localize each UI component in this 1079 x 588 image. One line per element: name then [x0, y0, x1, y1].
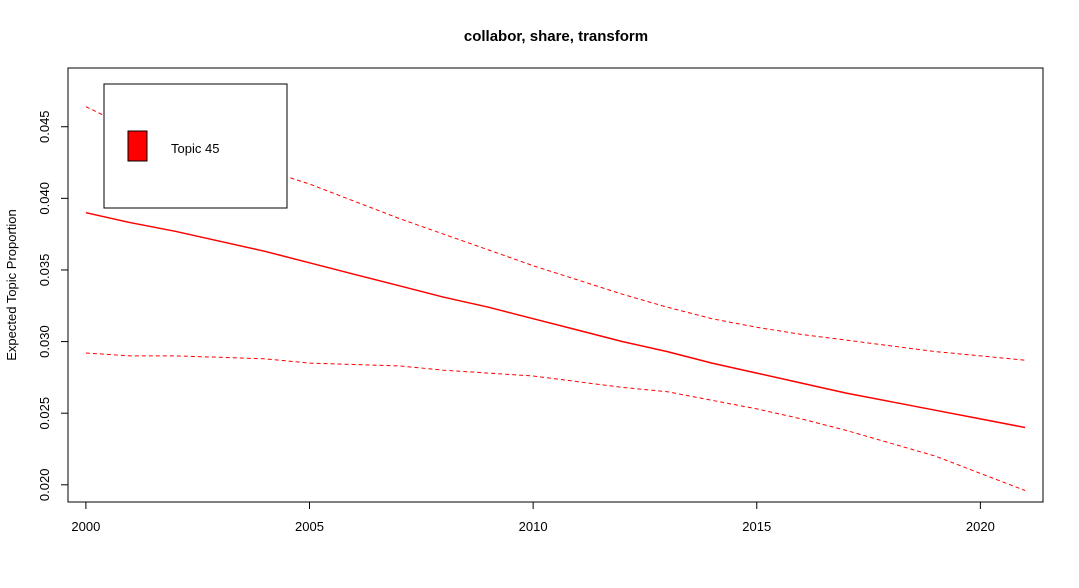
y-tick-label: 0.045 — [37, 110, 52, 143]
y-tick-label: 0.035 — [37, 254, 52, 287]
x-tick-label: 2000 — [71, 519, 100, 534]
series-line-estimate — [85, 211, 1026, 429]
series-line-upper — [85, 106, 1026, 361]
x-tick-label: 2020 — [966, 519, 995, 534]
x-tick-label: 2005 — [295, 519, 324, 534]
y-tick-label: 0.040 — [37, 182, 52, 215]
y-tick-label: 0.025 — [37, 397, 52, 430]
series-layer — [85, 106, 1026, 491]
x-axis: 2000 2005 2010 2015 2020 — [71, 501, 995, 534]
chart-title: collabor, share, transform — [464, 28, 648, 45]
x-tick-label: 2010 — [519, 519, 548, 534]
y-tick-label: 0.030 — [37, 325, 52, 358]
series-line-lower — [85, 352, 1026, 491]
legend-label: Topic 45 — [171, 141, 219, 156]
x-tick-label: 2015 — [742, 519, 771, 534]
legend-swatch — [127, 130, 148, 162]
y-tick-label: 0.020 — [37, 469, 52, 502]
legend: Topic 45 — [103, 83, 288, 209]
y-axis-label: Expected Topic Proportion — [4, 209, 19, 361]
y-axis: 0.020 0.025 0.030 0.035 0.040 0.045 — [37, 110, 69, 502]
